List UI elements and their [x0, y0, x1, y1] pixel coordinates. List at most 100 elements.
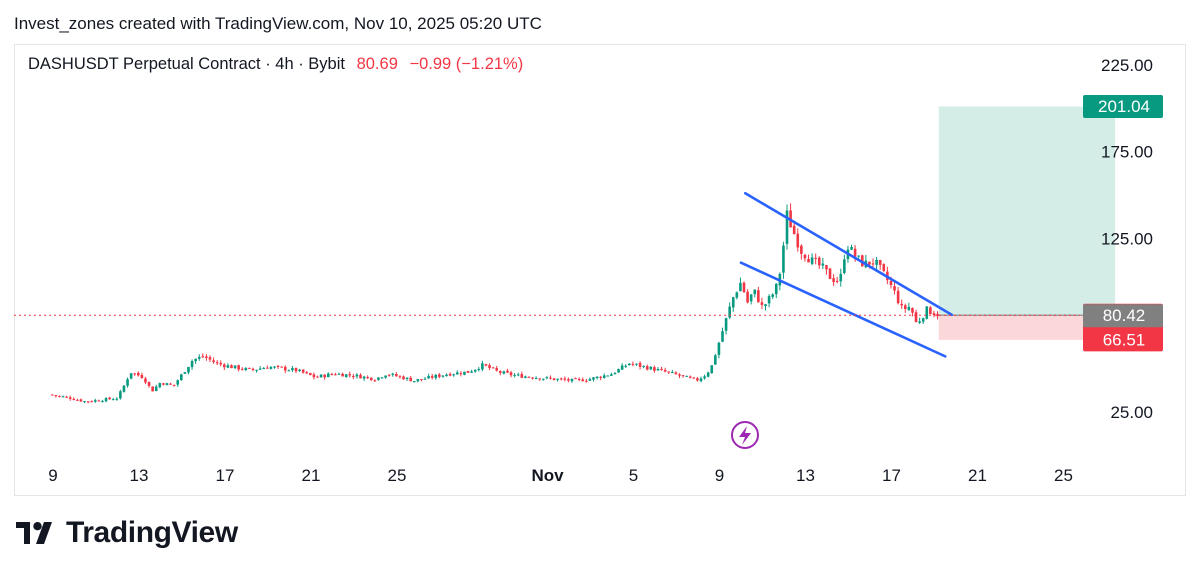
time-axis: 9 13 17 21 25 Nov 5 9 13 17 21 25 [48, 466, 1073, 485]
candle [68, 395, 72, 401]
candle-body [455, 372, 459, 375]
candle-body [911, 308, 914, 313]
x-tick-label: 13 [796, 466, 815, 485]
candle [477, 367, 481, 372]
candle-body [233, 365, 237, 369]
candle-body [115, 398, 119, 400]
candle [341, 372, 344, 377]
chart-pane[interactable] [14, 44, 1186, 496]
candle [111, 397, 115, 401]
candle-body [810, 257, 814, 264]
candle [638, 361, 642, 370]
candle-body [441, 375, 445, 377]
candle-body [420, 379, 423, 381]
candle-body [119, 391, 122, 399]
candle-body [645, 366, 649, 370]
candle-body [635, 363, 638, 365]
candle [122, 384, 126, 393]
candle [681, 375, 685, 378]
candle [592, 377, 595, 382]
candle-body [423, 378, 427, 380]
candle [384, 375, 387, 379]
candle-body [925, 306, 929, 319]
candle-body [681, 375, 685, 377]
candle-body [76, 399, 79, 401]
candle-body [334, 374, 337, 376]
candle-body [341, 373, 344, 377]
lightning-event-icon[interactable] [731, 421, 759, 449]
candle-body [513, 375, 516, 377]
y-tick-label: 175.00 [1101, 143, 1153, 162]
candle [817, 256, 821, 269]
x-tick-label: 17 [216, 466, 235, 485]
x-tick-label: 17 [882, 466, 901, 485]
candle-body [477, 369, 481, 371]
candle-body [699, 378, 703, 382]
candle [907, 302, 911, 312]
candle [832, 273, 835, 286]
candle [574, 377, 577, 380]
candle-body [678, 374, 681, 376]
candle [481, 360, 484, 372]
candle-body [814, 257, 817, 259]
candle-body [190, 361, 194, 368]
candle-body [384, 375, 387, 378]
candle-body [538, 378, 542, 380]
candle-body [631, 363, 635, 365]
candle-body [323, 374, 326, 378]
candle-body [857, 255, 860, 257]
candle-body [194, 358, 197, 362]
candle-body [807, 258, 810, 263]
candle [344, 374, 348, 378]
tradingview-logo[interactable]: TradingView [16, 516, 238, 550]
candle [248, 367, 251, 369]
candle [208, 355, 212, 363]
candle [717, 341, 721, 359]
candle-body [817, 257, 821, 266]
candle-body [559, 378, 563, 380]
candle-body [617, 369, 620, 373]
candle [495, 365, 499, 372]
candle [502, 370, 506, 375]
candle-body [111, 399, 115, 401]
candle-body [828, 268, 832, 279]
candle [301, 369, 305, 374]
candle [183, 371, 187, 375]
candle [330, 372, 334, 376]
candle [283, 365, 287, 374]
candle-body [330, 374, 334, 376]
candle [785, 204, 789, 250]
x-tick-label: 9 [715, 466, 724, 485]
candle-body [402, 376, 405, 380]
candle-body [83, 401, 86, 403]
candle [190, 359, 194, 370]
candle [455, 370, 459, 375]
candle [237, 364, 240, 372]
candle-body [466, 370, 470, 373]
candle [524, 375, 527, 379]
y-tick-label: 125.00 [1101, 229, 1153, 248]
candle-body [774, 283, 778, 295]
candle-body [237, 365, 240, 370]
candle [753, 289, 757, 298]
candle [900, 299, 904, 309]
candle-body [348, 374, 352, 376]
candle-body [717, 342, 721, 355]
symbol-name[interactable]: DASHUSDT Perpetual Contract · 4h · Bybit [28, 55, 345, 73]
candle [577, 377, 581, 382]
candle [757, 286, 760, 303]
candle-body [796, 233, 800, 248]
candle [843, 254, 846, 275]
candle-body [595, 376, 599, 379]
candle [226, 363, 230, 369]
candle [291, 365, 294, 373]
candle-body [592, 377, 595, 380]
candle-body [735, 292, 739, 298]
candle [731, 296, 735, 312]
candle-body [839, 273, 843, 282]
candle-body [258, 368, 262, 370]
candle-body [506, 370, 509, 373]
candle [50, 394, 54, 396]
candle [728, 302, 731, 320]
